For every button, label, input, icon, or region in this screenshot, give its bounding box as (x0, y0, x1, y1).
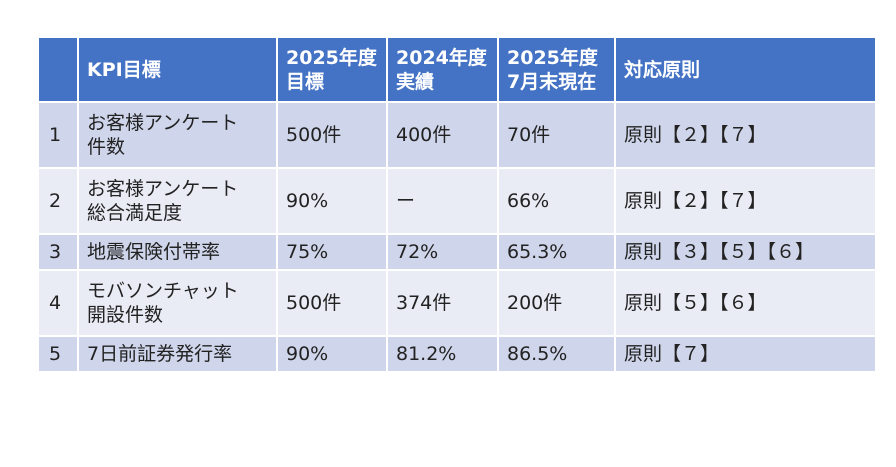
header-2025-july: 2025年度 7月末現在 (497, 36, 616, 103)
header-principles: 対応原則 (614, 36, 877, 103)
table-row: 4 モバソンチャット 開設件数 500件 374件 200件 原則【５】【６】 (37, 269, 877, 337)
table-row: 3 地震保険付帯率 75% 72% 65.3% 原則【３】【５】【６】 (37, 233, 877, 271)
cell-2024-actual: 374件 (386, 269, 499, 337)
cell-index: 1 (37, 101, 79, 169)
cell-kpi: お客様アンケート 件数 (77, 101, 278, 169)
cell-2025-target: 90% (276, 167, 388, 235)
header-2024-actual: 2024年度 実績 (386, 36, 499, 103)
cell-2025-july: 86.5% (497, 335, 616, 373)
cell-principles: 原則【２】【７】 (614, 101, 877, 169)
table-row: 2 お客様アンケート 総合満足度 90% ー 66% 原則【２】【７】 (37, 167, 877, 235)
cell-2024-actual: 400件 (386, 101, 499, 169)
cell-kpi: 地震保険付帯率 (77, 233, 278, 271)
table-row: 1 お客様アンケート 件数 500件 400件 70件 原則【２】【７】 (37, 101, 877, 169)
cell-index: 5 (37, 335, 79, 373)
cell-kpi: お客様アンケート 総合満足度 (77, 167, 278, 235)
cell-2024-actual: 72% (386, 233, 499, 271)
cell-2025-target: 75% (276, 233, 388, 271)
cell-2025-july: 66% (497, 167, 616, 235)
cell-kpi: モバソンチャット 開設件数 (77, 269, 278, 337)
kpi-table: KPI目標 2025年度 目標 2024年度 実績 2025年度 7月末現在 対… (37, 36, 877, 373)
cell-principles: 原則【３】【５】【６】 (614, 233, 877, 271)
cell-principles: 原則【７】 (614, 335, 877, 373)
cell-2025-july: 65.3% (497, 233, 616, 271)
cell-2025-target: 500件 (276, 269, 388, 337)
header-kpi: KPI目標 (77, 36, 278, 103)
header-row: KPI目標 2025年度 目標 2024年度 実績 2025年度 7月末現在 対… (37, 36, 877, 103)
cell-2025-july: 70件 (497, 101, 616, 169)
cell-principles: 原則【２】【７】 (614, 167, 877, 235)
header-2025-target: 2025年度 目標 (276, 36, 388, 103)
cell-2025-july: 200件 (497, 269, 616, 337)
cell-2024-actual: ー (386, 167, 499, 235)
cell-index: 2 (37, 167, 79, 235)
cell-2025-target: 90% (276, 335, 388, 373)
table-row: 5 7日前証券発行率 90% 81.2% 86.5% 原則【７】 (37, 335, 877, 373)
cell-2024-actual: 81.2% (386, 335, 499, 373)
cell-principles: 原則【５】【６】 (614, 269, 877, 337)
header-index (37, 36, 79, 103)
cell-index: 3 (37, 233, 79, 271)
cell-index: 4 (37, 269, 79, 337)
cell-kpi: 7日前証券発行率 (77, 335, 278, 373)
cell-2025-target: 500件 (276, 101, 388, 169)
